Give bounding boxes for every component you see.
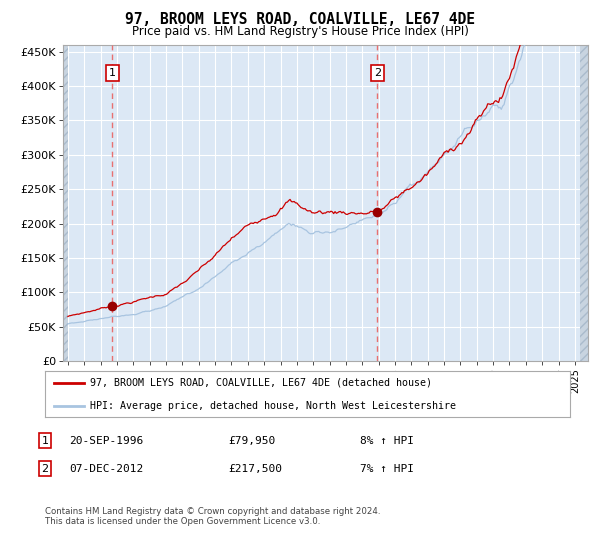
Bar [63, 45, 68, 361]
Text: £79,950: £79,950 [228, 436, 275, 446]
Bar [580, 45, 588, 361]
Text: 1: 1 [41, 436, 49, 446]
Text: Price paid vs. HM Land Registry's House Price Index (HPI): Price paid vs. HM Land Registry's House … [131, 25, 469, 38]
Text: 7% ↑ HPI: 7% ↑ HPI [360, 464, 414, 474]
Text: £217,500: £217,500 [228, 464, 282, 474]
Text: 1: 1 [109, 68, 116, 78]
Text: 2: 2 [374, 68, 381, 78]
Text: Contains HM Land Registry data © Crown copyright and database right 2024.
This d: Contains HM Land Registry data © Crown c… [45, 507, 380, 526]
Text: HPI: Average price, detached house, North West Leicestershire: HPI: Average price, detached house, Nort… [89, 401, 455, 410]
Text: 2: 2 [41, 464, 49, 474]
Text: 20-SEP-1996: 20-SEP-1996 [69, 436, 143, 446]
Text: 97, BROOM LEYS ROAD, COALVILLE, LE67 4DE: 97, BROOM LEYS ROAD, COALVILLE, LE67 4DE [125, 12, 475, 27]
Text: 8% ↑ HPI: 8% ↑ HPI [360, 436, 414, 446]
Text: 97, BROOM LEYS ROAD, COALVILLE, LE67 4DE (detached house): 97, BROOM LEYS ROAD, COALVILLE, LE67 4DE… [89, 378, 431, 388]
Text: 07-DEC-2012: 07-DEC-2012 [69, 464, 143, 474]
